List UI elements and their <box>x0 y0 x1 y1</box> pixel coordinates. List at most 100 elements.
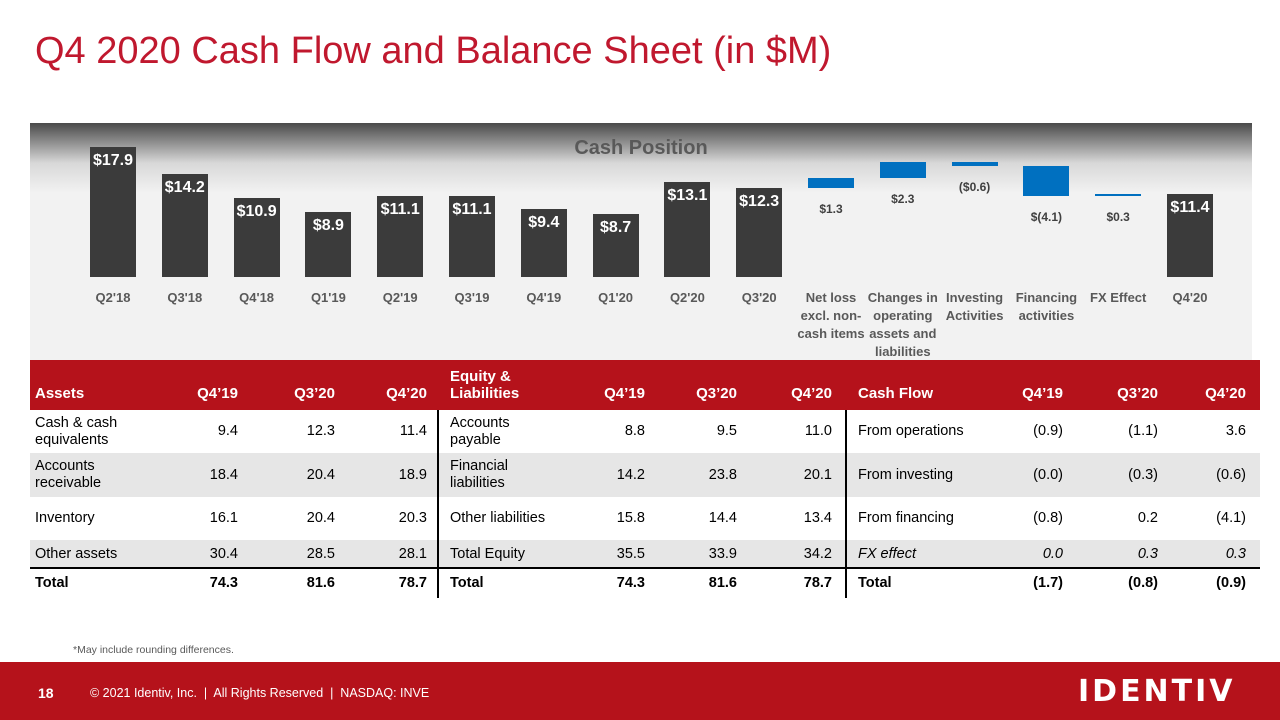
logo: IDENTIV <box>1078 674 1236 709</box>
table-cell: Total <box>858 574 892 591</box>
header-cell: Q4’20 <box>386 385 427 402</box>
table-cell: 0.3 <box>1225 545 1246 562</box>
table-cell: 20.1 <box>803 466 832 483</box>
table-cell: 74.3 <box>616 574 645 591</box>
table-cell: 3.6 <box>1225 423 1246 439</box>
value-label: $(4.1) <box>1030 209 1063 224</box>
table-cell: 23.8 <box>708 466 737 483</box>
table-cell: 0.0 <box>1042 545 1063 562</box>
table-cell: 0.2 <box>1137 510 1158 526</box>
table-cell: 14.4 <box>708 510 737 526</box>
x-tick-label: Q4'20 <box>1172 290 1208 305</box>
bar <box>449 196 495 277</box>
value-label: ($0.6) <box>958 179 991 194</box>
table-cell: 18.4 <box>209 466 238 483</box>
value-label: $13.1 <box>667 186 708 204</box>
x-tick-label: Q2'19 <box>382 290 418 305</box>
bar <box>1167 194 1213 277</box>
bar <box>808 178 854 188</box>
x-tick-label: FX Effect <box>1090 290 1147 305</box>
row-stripe <box>30 540 1260 568</box>
value-label: $12.3 <box>739 192 780 210</box>
header-cell: Q3’20 <box>294 385 335 402</box>
table-cell: 35.5 <box>616 545 645 562</box>
table-cell: 0.3 <box>1137 545 1158 562</box>
bar <box>1023 165 1070 196</box>
value-label: $11.4 <box>1170 199 1210 217</box>
table-cell: (0.6) <box>1216 466 1246 483</box>
column-rule <box>845 410 847 598</box>
table-cell: 20.4 <box>306 510 335 526</box>
table-cell: From operations <box>858 423 964 439</box>
table-cell: 33.9 <box>708 545 737 562</box>
x-tick-label: Q3'18 <box>167 290 203 305</box>
table-cell: 16.1 <box>209 510 238 526</box>
x-tick-label: Q3'20 <box>741 290 777 305</box>
value-label: $11.1 <box>452 201 492 219</box>
x-tick-label: Q2'20 <box>669 290 705 305</box>
table-cell: (0.8) <box>1128 574 1158 591</box>
table-cell: 13.4 <box>803 510 832 526</box>
table-cell: 20.4 <box>306 466 335 483</box>
table-cell: 78.7 <box>398 574 427 591</box>
bar <box>161 173 208 277</box>
table-cell: 8.8 <box>624 423 645 439</box>
header-cell: Q3’20 <box>696 385 737 402</box>
table-cell: 78.7 <box>803 574 832 591</box>
value-label: $1.3 <box>819 201 843 216</box>
value-label: $0.3 <box>1106 209 1130 224</box>
table-cell: Inventory <box>35 510 95 526</box>
table-cell: Accounts payable <box>450 414 510 448</box>
chart: Cash Position Q2'18 $17.9 Q3'18 $14.2 Q4'18 $… <box>30 123 1252 360</box>
x-tick-label: Financing activities <box>1015 290 1078 323</box>
table-cell: 12.3 <box>306 423 335 439</box>
table-cell: 14.2 <box>616 466 645 483</box>
bar <box>1095 193 1142 196</box>
table-cell: 11.0 <box>804 423 832 439</box>
footer: 18 © 2021 Identiv, Inc. | All Rights Res… <box>0 662 1280 720</box>
x-tick-label: Investing Activities <box>945 290 1004 323</box>
total-rule <box>30 567 1260 569</box>
row-stripe <box>30 453 1260 497</box>
table-cell: 30.4 <box>209 545 238 562</box>
table-cell: (0.8) <box>1033 510 1063 526</box>
value-label: $9.4 <box>528 213 560 231</box>
x-tick-label: Q1'19 <box>310 290 346 305</box>
table-cell: Cash & cash equivalents <box>35 414 118 448</box>
table-cell: Other liabilities <box>450 510 546 526</box>
table-cell: 11.4 <box>399 423 427 439</box>
slide-title: Q4 2020 Cash Flow and Balance Sheet (in … <box>35 30 832 72</box>
bar <box>664 181 711 277</box>
x-tick-label: Q4'18 <box>239 290 275 305</box>
bar <box>377 196 424 277</box>
table-cell: (4.1) <box>1216 510 1246 526</box>
bar <box>233 197 280 277</box>
bar <box>90 147 136 277</box>
page-number: 18 <box>38 685 54 701</box>
table-cell: Total Equity <box>450 545 525 562</box>
table-cell: 81.6 <box>306 574 335 591</box>
x-tick-label: Q2'18 <box>95 290 131 305</box>
bar <box>305 212 352 277</box>
value-label: $14.2 <box>164 178 205 196</box>
bar <box>951 161 998 166</box>
header-cell: Q4’19 <box>604 385 645 402</box>
table-cell: 9.4 <box>217 423 238 439</box>
bar <box>520 208 567 277</box>
header-cell: Q4’20 <box>791 385 832 402</box>
table-cell: FX effect <box>858 545 917 562</box>
footnote: *May include rounding differences. <box>73 644 234 656</box>
table-cell: 15.8 <box>616 510 645 526</box>
table-cell: 28.1 <box>398 545 427 562</box>
table-cell: 18.9 <box>398 466 427 483</box>
table-cell: 9.5 <box>716 423 737 439</box>
table-cell: From investing <box>858 466 954 483</box>
header-cell: Cash Flow <box>858 385 934 402</box>
x-tick-label: Net loss excl. non-cash items <box>797 290 865 341</box>
table-cell: (0.3) <box>1128 466 1158 483</box>
table-cell: (0.9) <box>1033 423 1063 439</box>
value-label: $11.1 <box>380 201 420 219</box>
header-cell: Q4’19 <box>197 385 238 402</box>
column-rule <box>437 410 439 598</box>
table-cell: 28.5 <box>306 545 335 562</box>
